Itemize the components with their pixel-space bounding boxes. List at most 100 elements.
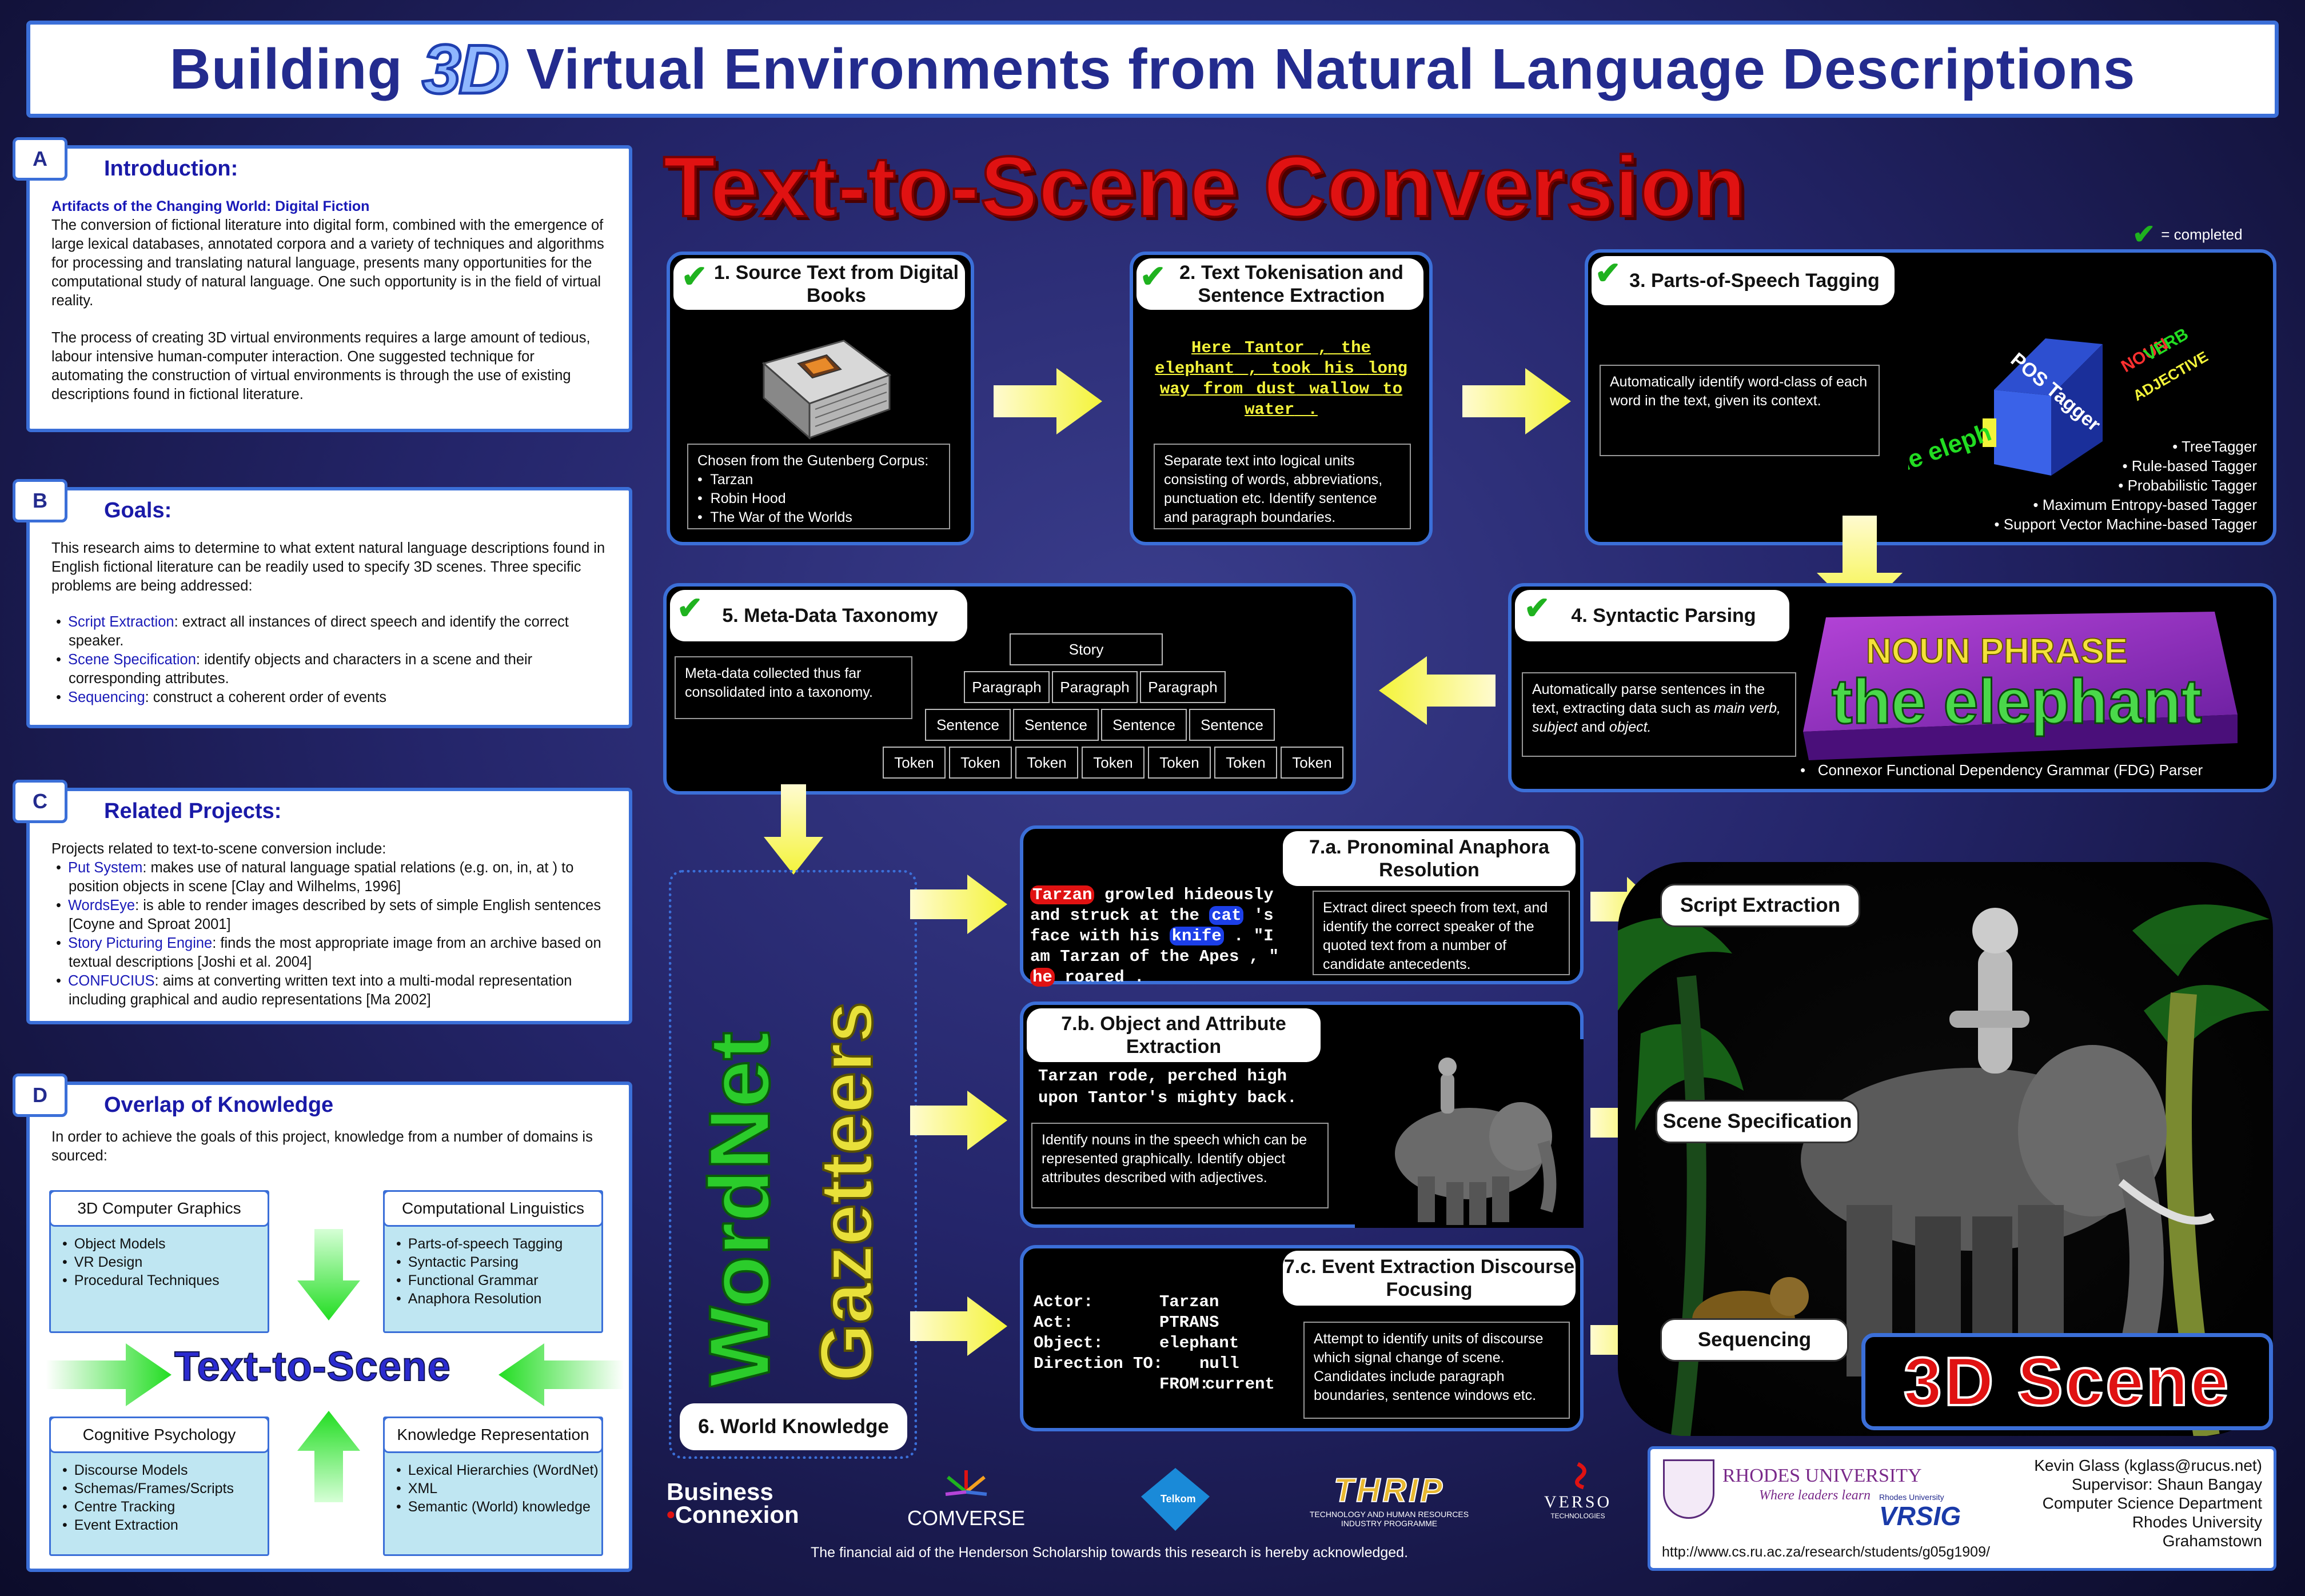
university-motto: Where leaders learn: [1759, 1488, 1871, 1503]
tagger-list: • TreeTagger • Rule-based Tagger • Proba…: [1994, 437, 2257, 534]
step7b-desc: Identify nouns in the speech which can b…: [1031, 1123, 1329, 1208]
step3-panel: ✔ 3. Parts-of-Speech Tagging Automatical…: [1585, 249, 2276, 545]
list-item: • TreeTagger: [2172, 438, 2257, 455]
step3-desc: Automatically identify word-class of eac…: [1600, 365, 1880, 456]
main-heading: Text-to-Scene Conversion: [662, 137, 1747, 236]
taxonomy-node: Sentence: [1189, 709, 1275, 741]
arrow-right-icon: [910, 1296, 1007, 1356]
acknowledgement: The financial aid of the Henderson Schol…: [811, 1545, 1409, 1561]
title-part1: Building: [169, 37, 403, 101]
arrow-right-icon: [1462, 368, 1571, 434]
goals-list: Script Extraction: extract all instances…: [51, 613, 607, 707]
comverse-logo: COMVERSE: [903, 1469, 1029, 1530]
arrow-up-icon: [297, 1411, 360, 1502]
list-item: • Robin Hood: [697, 490, 786, 506]
step4-panel: ✔ 4. Syntactic Parsing Automatically par…: [1508, 583, 2276, 792]
list-item: • Maximum Entropy-based Tagger: [2033, 496, 2257, 513]
section-badge: A: [13, 137, 67, 181]
intro-paragraph: The process of creating 3D virtual envir…: [51, 330, 591, 402]
list-item: • Probabilistic Tagger: [2118, 477, 2257, 494]
step5-panel: ✔ 5. Meta-Data Taxonomy Meta-data collec…: [663, 583, 1356, 795]
overlap-intro: In order to achieve the goals of this pr…: [51, 1129, 593, 1164]
checkmark-icon: ✔: [1140, 260, 1166, 294]
taxonomy-node: Story: [1010, 633, 1163, 665]
domain-box: Cognitive Psychology Discourse ModelsSch…: [49, 1417, 269, 1556]
goals-panel: B Goals: This research aims to determine…: [13, 479, 632, 728]
list-item: Sequencing: construct a coherent order o…: [51, 688, 607, 707]
list-item: • Connexor Functional Dependency Grammar…: [1800, 761, 2203, 779]
elephant-render-image: [1355, 1039, 1584, 1228]
text-to-scene-label: Text-to-Scene: [174, 1343, 451, 1390]
step1-desc: Chosen from the Gutenberg Corpus: • Tarz…: [687, 444, 950, 529]
goals-heading: Goals:: [104, 498, 172, 522]
taxonomy-node: Sentence: [1101, 709, 1187, 741]
contact-panel: RHODES UNIVERSITY Where leaders learn Rh…: [1648, 1446, 2276, 1571]
event-frame: Actor: Tarzan Act: PTRANS Object: elephant …: [1034, 1292, 1275, 1394]
domain-box: Computational Linguistics Parts-of-speec…: [383, 1190, 603, 1333]
goals-paragraph: This research aims to determine to what …: [51, 540, 605, 594]
step7c-panel: 7.c. Event Extraction Discourse Focusing…: [1020, 1245, 1584, 1431]
gazetteers-label: Gazetteers: [804, 1002, 888, 1382]
output-script-extraction: Script Extraction: [1660, 884, 1860, 927]
arrow-right-icon: [46, 1343, 172, 1406]
step7b-panel: 7.b. Object and Attribute Extraction Tar…: [1020, 1002, 1584, 1228]
title-part2: Virtual Environments from Natural Langua…: [526, 37, 2136, 101]
taxonomy-node: Paragraph: [964, 671, 1050, 703]
arrow-right-icon: [910, 1091, 1007, 1150]
step-title: ✔ 5. Meta-Data Taxonomy: [670, 590, 967, 641]
list-item: WordsEye: is able to render images descr…: [51, 896, 607, 934]
domain-box-title: Cognitive Psychology: [49, 1417, 269, 1453]
taxonomy-node: Paragraph: [1140, 671, 1226, 703]
related-intro: Projects related to text-to-scene conver…: [51, 841, 386, 857]
domain-box: Knowledge Representation Lexical Hierarc…: [383, 1417, 603, 1556]
taxonomy-node: Token: [949, 747, 1012, 779]
arrow-down-icon: [764, 784, 823, 875]
intro-paragraph: The conversion of fictional literature i…: [51, 217, 604, 309]
list-item: • Rule-based Tagger: [2122, 457, 2257, 474]
step2-desc: Separate text into logical units consist…: [1154, 444, 1411, 529]
section-badge: B: [13, 479, 67, 522]
checkmark-icon: ✔: [1524, 591, 1550, 625]
thrip-logo: THRIP TECHNOLOGY AND HUMAN RESOURCES IND…: [1309, 1471, 1469, 1528]
object-text: Tarzan rode, perched high upon Tantor's m…: [1038, 1067, 1297, 1107]
noun-phrase-label: NOUN PHRASE: [1866, 632, 2128, 671]
word-stream: , the eleph: [1908, 418, 1995, 476]
checkmark-icon: ✔: [2132, 220, 2156, 250]
list-item: Script Extraction: extract all instances…: [51, 613, 607, 651]
intro-panel: A Introduction: Artifacts of the Changin…: [13, 137, 632, 432]
list-item: Put System: makes use of natural languag…: [51, 859, 607, 896]
intro-subheading: Artifacts of the Changing World: Digital…: [51, 198, 370, 214]
completed-legend: ✔ = completed: [2132, 218, 2243, 250]
list-item: Story Picturing Engine: finds the most a…: [51, 934, 607, 972]
completed-legend-text: = completed: [2161, 225, 2243, 243]
step4-desc: Automatically parse sentences in the tex…: [1522, 672, 1796, 757]
list-item: Scene Specification: identify objects an…: [51, 651, 607, 688]
step7c-desc: Attempt to identify units of discourse w…: [1303, 1322, 1570, 1419]
step2-panel: ✔ 2. Text Tokenisation and Sentence Extr…: [1130, 252, 1433, 545]
poster-title-bar: Building 3D Virtual Environments from Na…: [26, 21, 2279, 118]
step-title: ✔ 2. Text Tokenisation and Sentence Extr…: [1136, 258, 1423, 310]
3d-scene-label: 3D Scene: [1903, 1342, 2231, 1421]
domain-box: 3D Computer Graphics Object ModelsVR Des…: [49, 1190, 269, 1333]
domain-box-title: 3D Computer Graphics: [49, 1190, 269, 1227]
step-title: 7.a. Pronominal Anaphora Resolution: [1283, 831, 1576, 886]
step-title: 7.b. Object and Attribute Extraction: [1027, 1008, 1321, 1062]
section-badge: C: [13, 780, 67, 823]
taxonomy-node: Token: [1082, 747, 1144, 779]
step1-panel: ✔ 1. Source Text from Digital Books Chos…: [667, 252, 974, 545]
step7a-panel: 7.a. Pronominal Anaphora Resolution Tarz…: [1020, 825, 1584, 987]
related-panel: C Related Projects: Projects related to …: [13, 780, 632, 1024]
step-title: ✔ 1. Source Text from Digital Books: [673, 258, 965, 310]
step-title: 6. World Knowledge: [680, 1403, 907, 1450]
checkmark-icon: ✔: [681, 260, 708, 294]
anaphora-text: Tarzan growled hideously and struck at th…: [1030, 885, 1279, 987]
project-url[interactable]: http://www.cs.ru.ac.za/research/students…: [1662, 1544, 1990, 1560]
related-list: Put System: makes use of natural languag…: [51, 859, 607, 1010]
3d-scene-label-box: 3D Scene: [1861, 1333, 2273, 1430]
taxonomy-node: Paragraph: [1052, 671, 1138, 703]
list-item: • The War of the Worlds: [697, 509, 852, 525]
taxonomy-node: Token: [883, 747, 946, 779]
arrow-right-icon: [994, 368, 1102, 434]
noun-phrase-text: the elephant: [1832, 667, 2202, 737]
knowledge-sources-graphic: WordNet Gazetteers: [690, 1000, 889, 1387]
